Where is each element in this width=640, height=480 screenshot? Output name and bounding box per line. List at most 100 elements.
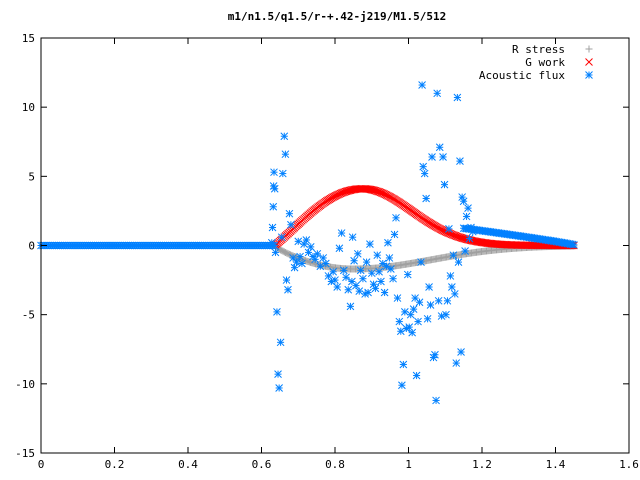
data-point xyxy=(459,197,468,206)
data-point xyxy=(302,236,311,244)
data-point xyxy=(375,267,383,276)
data-point xyxy=(362,258,371,266)
data-point xyxy=(422,194,430,203)
data-point xyxy=(412,371,421,380)
data-point xyxy=(342,273,350,282)
data-point xyxy=(432,396,440,405)
data-point xyxy=(337,229,346,237)
data-point xyxy=(270,168,278,177)
y-tick-label: 0 xyxy=(28,240,35,253)
data-point xyxy=(280,132,289,141)
x-tick-label: 1 xyxy=(405,458,412,471)
y-tick-label: 10 xyxy=(22,101,35,114)
data-point xyxy=(275,384,283,392)
data-point xyxy=(417,258,425,266)
data-point xyxy=(306,243,315,251)
data-point xyxy=(384,238,392,247)
data-point xyxy=(450,290,459,298)
data-point xyxy=(380,288,389,297)
data-point xyxy=(294,237,303,246)
data-point xyxy=(445,225,453,233)
data-point xyxy=(440,180,449,189)
axes-layer: 0 0.2 0.4 0.6 0.8 1 1.2 1.4 1.6 15 10 5 0 -5 -10 -15 xyxy=(15,32,639,471)
data-point xyxy=(408,328,417,337)
x-tick-label: 0 xyxy=(38,458,45,471)
data-point xyxy=(367,269,376,278)
series-layer xyxy=(37,81,578,405)
data-point xyxy=(270,184,279,193)
chart-title: m1/n1.5/q1.5/r-+.42-j219/M1.5/512 xyxy=(228,10,447,23)
data-point xyxy=(356,266,365,275)
data-point xyxy=(371,284,380,293)
data-point xyxy=(414,317,422,326)
data-point xyxy=(268,223,277,232)
data-point xyxy=(339,266,348,275)
data-point xyxy=(348,233,357,242)
x-tick-label: 1.6 xyxy=(619,458,639,471)
data-point xyxy=(425,283,433,291)
data-point xyxy=(366,240,374,248)
data-point xyxy=(289,254,297,262)
legend-marker xyxy=(585,58,593,66)
x-tick-label: 0.4 xyxy=(178,458,198,471)
x-tick-label: 1.4 xyxy=(546,458,566,471)
data-point xyxy=(387,265,395,273)
y-tick-label: 15 xyxy=(22,32,35,45)
data-point xyxy=(415,298,424,307)
data-point xyxy=(389,274,397,283)
data-point xyxy=(446,272,455,280)
data-point xyxy=(331,276,339,284)
data-point xyxy=(296,252,304,261)
data-point xyxy=(409,305,418,313)
data-point xyxy=(284,285,292,294)
data-point xyxy=(274,370,282,379)
legend-label: Acoustic flux xyxy=(479,69,565,82)
data-point xyxy=(400,308,409,316)
data-point xyxy=(423,314,432,323)
y-tick-label: -10 xyxy=(15,378,35,391)
data-point xyxy=(462,212,471,221)
data-point xyxy=(281,150,290,159)
x-tick-label: 0.8 xyxy=(325,458,345,471)
series-acoustic-flux xyxy=(37,81,578,405)
data-point xyxy=(406,310,415,319)
data-point xyxy=(464,204,472,213)
data-point xyxy=(456,157,464,165)
x-tick-label: 1.2 xyxy=(472,458,492,471)
data-point xyxy=(393,294,402,302)
data-point xyxy=(461,247,469,255)
data-point xyxy=(271,248,280,257)
data-point xyxy=(277,233,286,242)
x-tick-label: 0.2 xyxy=(105,458,125,471)
data-point xyxy=(273,308,281,316)
data-point xyxy=(346,302,355,311)
data-point xyxy=(359,274,367,283)
data-point xyxy=(428,153,436,161)
legend-marker xyxy=(585,45,593,53)
data-point xyxy=(453,93,462,102)
data-point xyxy=(433,89,442,98)
data-point xyxy=(298,259,306,268)
data-point xyxy=(287,220,295,229)
data-point xyxy=(443,296,452,305)
data-point xyxy=(399,360,408,369)
data-point xyxy=(392,213,400,222)
data-point xyxy=(321,259,330,268)
data-point xyxy=(276,338,285,347)
x-tick-label: 0.6 xyxy=(252,458,272,471)
data-point xyxy=(435,143,444,152)
data-point xyxy=(313,249,322,258)
data-point xyxy=(398,381,406,390)
data-point xyxy=(269,202,278,211)
data-point xyxy=(364,288,372,297)
data-point xyxy=(420,169,429,178)
data-point xyxy=(449,251,458,260)
data-point xyxy=(403,270,412,279)
data-point xyxy=(350,256,358,265)
data-point xyxy=(458,193,467,201)
data-point xyxy=(282,276,291,284)
data-point xyxy=(385,254,394,262)
data-point xyxy=(377,189,386,197)
y-tick-label: -15 xyxy=(15,447,35,460)
